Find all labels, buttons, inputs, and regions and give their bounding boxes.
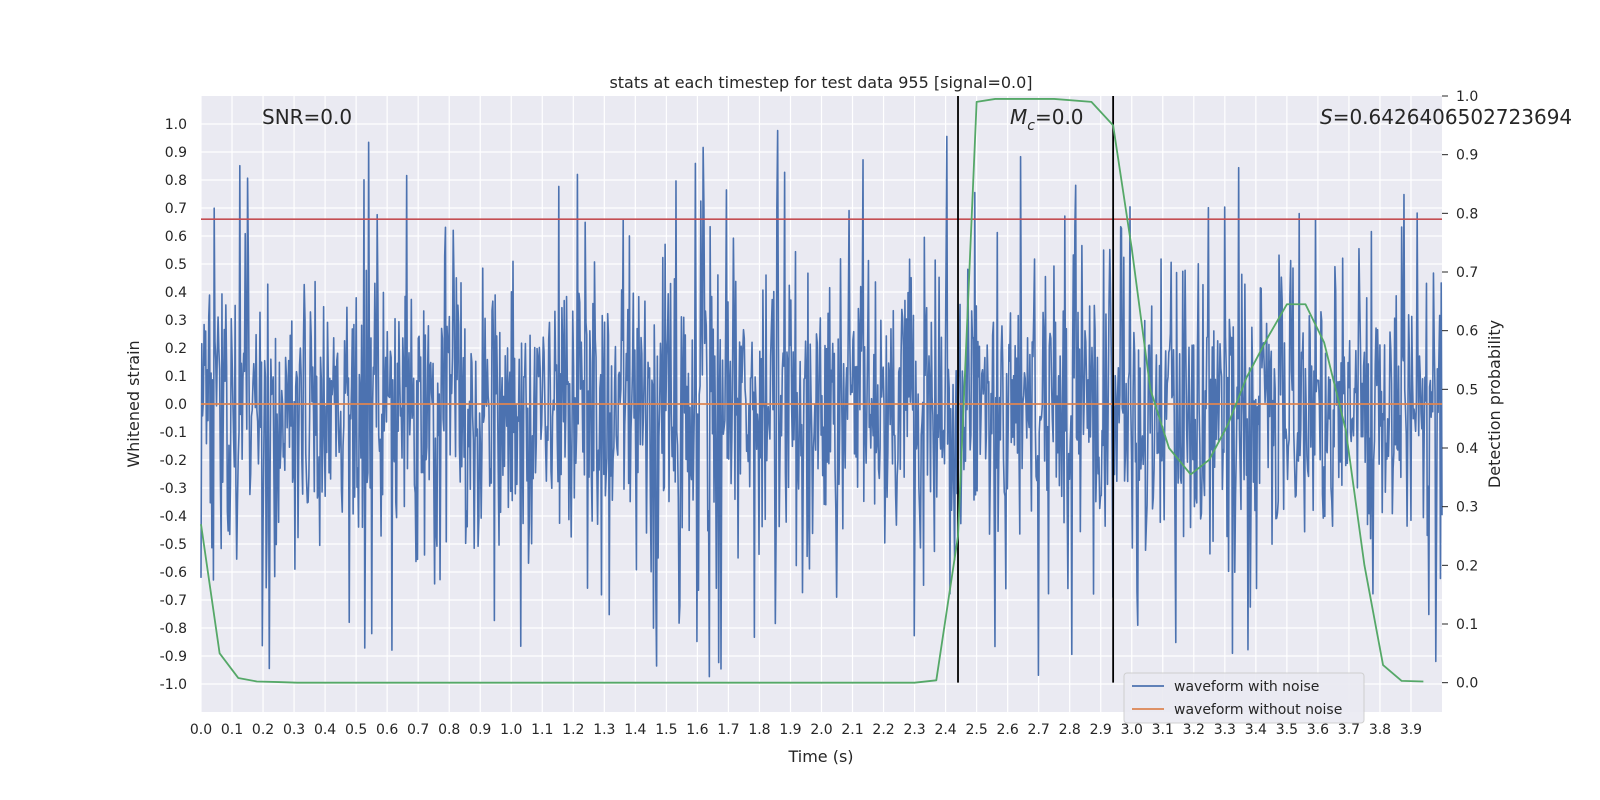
x-tick-label: 2.2 [872, 722, 894, 738]
x-tick-label: 3.7 [1338, 722, 1360, 738]
x-axis-ticks: 0.0 0.1 0.2 0.3 0.4 0.5 0.6 0.7 0.8 0.9 1.0 1.1 1.2 1… [190, 722, 1422, 738]
mc-symbol: M [1010, 105, 1027, 129]
y-tick-label: 0.4 [165, 285, 187, 301]
x-tick-label: 2.0 [810, 722, 832, 738]
x-tick-label: 2.3 [903, 722, 925, 738]
x-tick-label: 0.2 [252, 722, 274, 738]
y2-axis-ticks: 1.0 0.9 0.8 0.7 0.6 0.5 0.4 0.3 0.2 0.1 0.0 [1442, 89, 1478, 692]
x-tick-label: 1.5 [655, 722, 677, 738]
x-tick-label: 3.8 [1369, 722, 1391, 738]
chart-title: stats at each timestep for test data 955… [609, 73, 1032, 92]
y2-tick-label: 0.4 [1456, 441, 1478, 457]
x-tick-label: 3.1 [1152, 722, 1174, 738]
y-tick-label: -0.9 [160, 649, 187, 665]
x-tick-label: 0.1 [221, 722, 243, 738]
s-symbol: S [1320, 105, 1333, 129]
y2-axis-label: Detection probability [1485, 320, 1504, 488]
legend-label-noise: waveform with noise [1174, 679, 1319, 695]
x-tick-label: 1.4 [624, 722, 646, 738]
y-tick-label: -0.5 [160, 537, 187, 553]
x-tick-label: 0.7 [407, 722, 429, 738]
y-tick-label: -0.3 [160, 481, 187, 497]
x-tick-label: 1.6 [686, 722, 708, 738]
vertical-markers [957, 96, 1115, 683]
legend: waveform with noise waveform without noi… [1123, 672, 1365, 724]
y-tick-label: 0.9 [165, 145, 187, 161]
x-tick-label: 2.6 [997, 722, 1019, 738]
x-tick-label: 2.8 [1059, 722, 1081, 738]
x-tick-label: 0.0 [190, 722, 212, 738]
x-tick-label: 0.3 [283, 722, 305, 738]
x-tick-label: 2.5 [965, 722, 987, 738]
y2-tick-label: 0.8 [1456, 206, 1478, 222]
x-tick-label: 0.9 [469, 722, 491, 738]
x-tick-label: 3.9 [1400, 722, 1422, 738]
y-tick-label: -0.8 [160, 621, 187, 637]
x-tick-label: 3.2 [1183, 722, 1205, 738]
x-tick-label: 1.7 [717, 722, 739, 738]
y-tick-label: 0.0 [165, 397, 187, 413]
y-axis-ticks: 1.0 0.9 0.8 0.7 0.6 0.5 0.4 0.3 0.2 0.1 0.0 -0.1 -0.… [160, 117, 187, 693]
mc-subscript: c [1027, 118, 1035, 134]
y2-tick-label: 0.1 [1456, 617, 1478, 633]
y-tick-label: -0.4 [160, 509, 187, 525]
y-tick-label: -0.7 [160, 593, 187, 609]
x-tick-label: 1.0 [500, 722, 522, 738]
x-tick-label: 3.5 [1276, 722, 1298, 738]
y2-tick-label: 0.9 [1456, 148, 1478, 164]
snr-annotation: SNR=0.0 [262, 105, 352, 129]
x-tick-label: 3.3 [1214, 722, 1236, 738]
s-value: =0.6426406502723694 [1333, 105, 1572, 129]
y2-tick-label: 0.6 [1456, 324, 1478, 340]
x-tick-label: 1.9 [779, 722, 801, 738]
legend-label-clean: waveform without noise [1174, 702, 1342, 718]
y2-tick-label: 0.7 [1456, 265, 1478, 281]
waveform-with-noise-series [200, 129, 1443, 678]
mc-value: =0.0 [1035, 105, 1084, 129]
y-tick-label: -0.1 [160, 425, 187, 441]
x-tick-label: 1.2 [562, 722, 584, 738]
x-tick-label: 1.1 [531, 722, 553, 738]
x-tick-label: 0.4 [314, 722, 336, 738]
y-tick-label: 0.3 [165, 313, 187, 329]
y2-tick-label: 0.0 [1456, 676, 1478, 692]
x-tick-label: 2.4 [934, 722, 956, 738]
y-tick-label: 0.6 [165, 229, 187, 245]
y-tick-label: -0.6 [160, 565, 187, 581]
x-tick-label: 1.8 [748, 722, 770, 738]
y-tick-label: -1.0 [160, 677, 187, 693]
waveform-with-noise-line [200, 129, 1443, 678]
x-tick-label: 0.5 [345, 722, 367, 738]
legend-box [1123, 672, 1365, 724]
y-tick-label: 0.5 [165, 257, 187, 273]
y-tick-label: 0.2 [165, 341, 187, 357]
y2-tick-label: 0.3 [1456, 500, 1478, 516]
x-tick-label: 3.4 [1245, 722, 1267, 738]
x-tick-label: 0.6 [376, 722, 398, 738]
y-tick-label: 1.0 [165, 117, 187, 133]
x-tick-label: 1.3 [593, 722, 615, 738]
x-tick-label: 2.1 [841, 722, 863, 738]
detection-probability-line [200, 98, 1424, 684]
y-axis-label: Whitened strain [124, 340, 143, 467]
y2-tick-label: 0.5 [1456, 382, 1478, 398]
y-tick-label: 0.1 [165, 369, 187, 385]
x-tick-label: 3.0 [1121, 722, 1143, 738]
x-tick-label: 3.6 [1307, 722, 1329, 738]
mc-annotation: Mc=0.0 [1010, 105, 1084, 134]
y-tick-label: 0.7 [165, 201, 187, 217]
y-tick-label: -0.2 [160, 453, 187, 469]
x-tick-label: 2.7 [1028, 722, 1050, 738]
detection-probability-series [200, 98, 1424, 684]
s-annotation: S=0.6426406502723694 [1320, 105, 1572, 129]
x-tick-label: 2.9 [1090, 722, 1112, 738]
x-axis-label: Time (s) [787, 747, 853, 766]
y2-tick-label: 1.0 [1456, 89, 1478, 105]
y2-tick-label: 0.2 [1456, 558, 1478, 574]
y-tick-label: 0.8 [165, 173, 187, 189]
x-tick-label: 0.8 [438, 722, 460, 738]
